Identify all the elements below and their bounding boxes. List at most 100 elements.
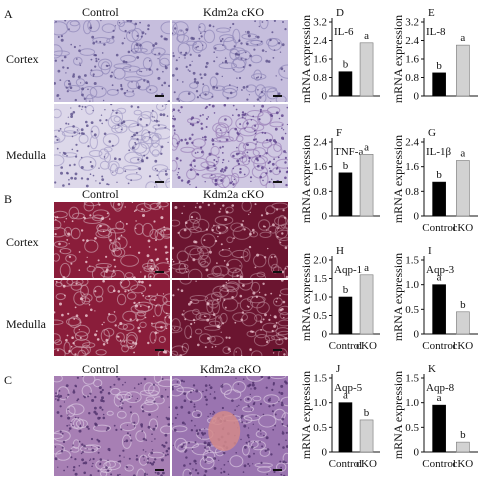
micrograph-c-cko	[172, 376, 288, 476]
x-category-control: Control	[329, 340, 363, 352]
scale-bar	[273, 181, 282, 183]
panel-letter: H	[336, 245, 344, 257]
x-category-cko: cKO	[452, 340, 473, 352]
micrograph-a-medulla-control-texture	[54, 104, 170, 188]
y-axis-label: mRNA expression	[299, 135, 313, 223]
y-tick-label: 1.5	[313, 273, 327, 285]
significance-letter: b	[343, 59, 349, 71]
bar-cko	[359, 419, 374, 453]
x-category-cko: cKO	[452, 458, 473, 470]
chart-title: TNF-a	[334, 146, 363, 158]
y-tick-label: 1.0	[313, 397, 327, 409]
panel-letter: D	[336, 7, 344, 19]
y-axis-label: mRNA expression	[299, 371, 313, 459]
scale-bar	[273, 349, 282, 351]
chart-title: Aqp-8	[426, 382, 455, 394]
micrograph-b-cortex-cko-texture	[172, 202, 288, 278]
y-tick-label: 2.4	[313, 35, 327, 47]
micrograph-a-medulla-cko-texture	[172, 104, 288, 188]
significance-letter: a	[437, 392, 442, 404]
bar-cko	[456, 44, 470, 97]
y-tick-label: 1.5	[405, 255, 419, 267]
significance-letter: b	[343, 160, 349, 172]
x-category-cko: cKO	[452, 222, 473, 234]
y-tick-label: 0.8	[313, 186, 327, 198]
panel-c-col-label-control: Control	[82, 362, 119, 376]
micrograph-b-medulla-cko	[172, 280, 288, 356]
y-axis-label: mRNA expression	[391, 253, 405, 341]
y-tick-label: 1.0	[313, 292, 327, 304]
micrograph-b-cortex-control-texture	[54, 202, 170, 278]
significance-letter: b	[436, 60, 442, 72]
y-tick-label: 1.0	[405, 279, 419, 291]
y-tick-label: 0.5	[405, 422, 419, 434]
micrograph-b-medulla-control	[54, 280, 170, 356]
bar-control	[432, 181, 446, 217]
y-tick-label: 0	[322, 329, 328, 341]
micrograph-a-cortex-cko-texture	[172, 20, 288, 102]
bar-control	[432, 72, 446, 97]
scale-bar	[155, 469, 164, 471]
significance-letter: b	[343, 284, 349, 296]
y-tick-label: 0.8	[405, 72, 419, 84]
significance-letter: a	[364, 141, 369, 153]
y-tick-label: 2.0	[313, 255, 327, 267]
micrograph-b-cortex-control	[54, 202, 170, 278]
y-tick-label: 0.8	[405, 186, 419, 198]
chart-title: IL-6	[334, 26, 354, 38]
bar-cko	[456, 160, 470, 217]
scale-bar	[273, 271, 282, 273]
bar-control	[338, 71, 353, 97]
y-tick-label: 1.5	[405, 373, 419, 385]
y-tick-label: 0.5	[313, 310, 327, 322]
y-tick-label: 0	[414, 329, 420, 341]
panel-b-col-label-cko: Kdm2a cKO	[203, 187, 264, 201]
bar-control	[432, 284, 446, 335]
y-tick-label: 0	[322, 447, 328, 459]
y-axis-label: mRNA expression	[391, 135, 405, 223]
x-category-control: Control	[422, 222, 456, 234]
panel-letter: F	[336, 127, 342, 139]
bar-cko	[359, 154, 374, 217]
panel-b-row-label-medulla: Medulla	[6, 317, 46, 331]
significance-letter: b	[364, 407, 370, 419]
y-tick-label: 1.6	[405, 161, 419, 173]
y-axis-label: mRNA expression	[299, 253, 313, 341]
x-category-cko: cKO	[356, 340, 377, 352]
y-tick-label: 1.5	[313, 373, 327, 385]
panel-letter-c: C	[4, 373, 13, 387]
significance-letter: a	[364, 30, 369, 42]
scale-bar	[155, 349, 164, 351]
micrograph-b-medulla-cko-texture	[172, 280, 288, 356]
y-tick-label: 3.2	[405, 17, 419, 29]
y-tick-label: 0	[322, 211, 328, 223]
micrograph-a-cortex-cko	[172, 20, 288, 102]
scale-bar	[273, 469, 282, 471]
micrograph-a-cortex-control-texture	[54, 20, 170, 102]
panel-c-col-label-cko: Kdm2a cKO	[200, 362, 261, 376]
x-category-control: Control	[422, 458, 456, 470]
micrograph-b-cortex-cko	[172, 202, 288, 278]
micrograph-a-medulla-control	[54, 104, 170, 188]
micrograph-c-control	[54, 376, 170, 476]
bar-cko	[359, 42, 374, 97]
panel-letter: K	[428, 363, 436, 375]
panel-a-col-label-control: Control	[82, 5, 119, 19]
significance-letter: b	[436, 169, 442, 181]
y-tick-label: 0.8	[313, 72, 327, 84]
y-tick-label: 0	[414, 91, 420, 103]
significance-letter: a	[343, 390, 348, 402]
panel-a-row-label-cortex: Cortex	[6, 52, 39, 66]
panel-letter: E	[428, 7, 435, 19]
y-tick-label: 1.6	[313, 161, 327, 173]
bar-control	[338, 296, 353, 335]
x-category-control: Control	[329, 458, 363, 470]
micrograph-b-medulla-control-texture	[54, 280, 170, 356]
y-axis-label: mRNA expression	[391, 15, 405, 103]
